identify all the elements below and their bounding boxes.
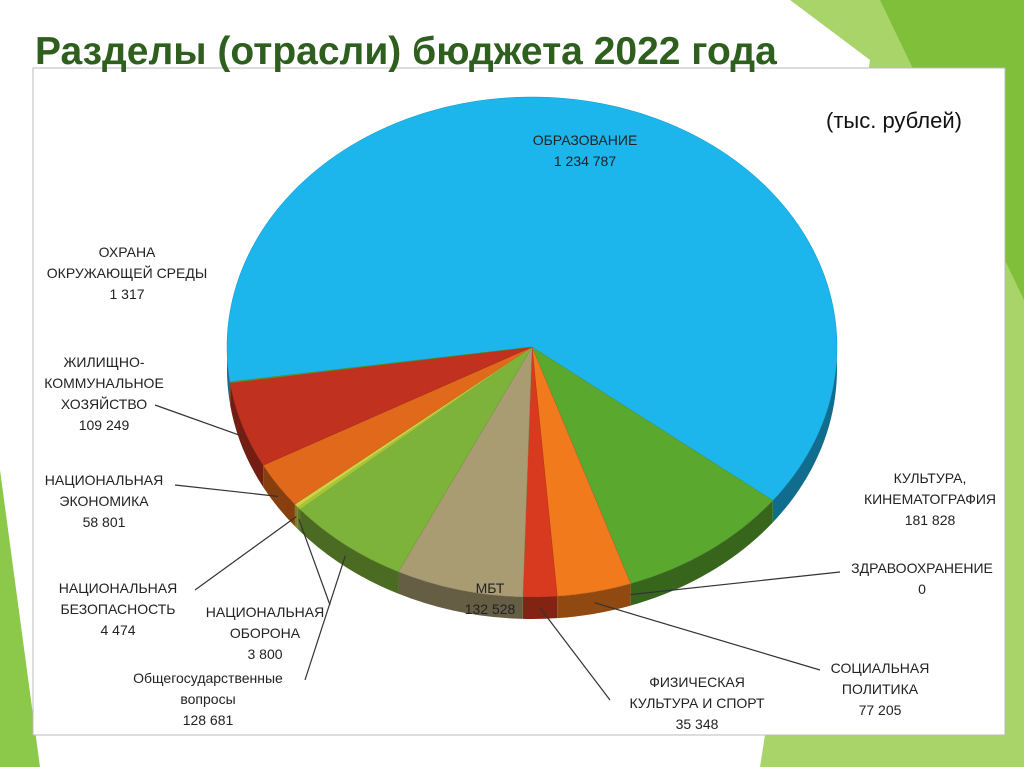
- category-label: ЗДРАВООХРАНЕНИЕ: [851, 560, 993, 576]
- category-label: СОЦИАЛЬНАЯ ПОЛИТИКА: [830, 660, 930, 697]
- slice-side: [263, 465, 295, 527]
- subtitle: (тыс. рублей): [826, 108, 962, 133]
- value-label: 4 474: [100, 622, 136, 638]
- leader-line: [174, 484, 279, 497]
- data-label: ОБРАЗОВАНИЕ 1 234 787: [533, 130, 638, 172]
- value-label: 132 528: [464, 601, 516, 617]
- slice: [531, 346, 774, 584]
- slice-side: [297, 507, 301, 532]
- category-label: НАЦИОНАЛЬНАЯ БЕЗОПАСНОСТЬ: [58, 580, 178, 617]
- category-label: КУЛЬТУРА, КИНЕМАТОГРАФИЯ: [863, 470, 997, 507]
- leader-line: [304, 555, 346, 681]
- data-label: КУЛЬТУРА, КИНЕМАТОГРАФИЯ 181 828: [864, 468, 996, 531]
- category-label: НАЦИОНАЛЬНАЯ ОБОРОНА: [205, 604, 325, 641]
- slice: [226, 96, 838, 501]
- data-label: ЗДРАВООХРАНЕНИЕ 0: [851, 558, 993, 600]
- category-label: ОХРАНА ОКРУЖАЮЩЕЙ СРЕДЫ: [46, 244, 208, 281]
- slice: [398, 346, 533, 598]
- data-label: ОХРАНА ОКРУЖАЮЩЕЙ СРЕДЫ 1 317: [47, 242, 207, 305]
- slice-side: [230, 382, 264, 488]
- value-label: 77 205: [858, 702, 902, 718]
- leader-line: [194, 516, 297, 591]
- leader-line: [630, 571, 841, 596]
- value-label: 181 828: [904, 512, 956, 528]
- category-label: Общегосударственные вопросы: [133, 670, 283, 707]
- value-label: 58 801: [82, 514, 126, 530]
- data-label: НАЦИОНАЛЬНАЯ ОБОРОНА 3 800: [206, 602, 324, 665]
- category-label: НАЦИОНАЛЬНАЯ ЭКОНОМИКА: [44, 472, 164, 509]
- value-label: 1 234 787: [553, 153, 617, 169]
- slice-side: [630, 500, 773, 606]
- value-label: 3 800: [247, 646, 283, 662]
- title: Разделы (отрасли) бюджета 2022 года: [35, 30, 777, 73]
- slice: [299, 346, 533, 573]
- data-label: НАЦИОНАЛЬНАЯ БЕЗОПАСНОСТЬ 4 474: [59, 578, 177, 641]
- value-label: 35 348: [675, 716, 719, 732]
- slice-side: [294, 504, 298, 530]
- slice: [229, 346, 533, 384]
- leader-line: [154, 404, 243, 437]
- data-label: МБТ 132 528: [465, 578, 516, 620]
- value-label: 128 681: [182, 712, 234, 728]
- value-label: 1 317: [109, 286, 145, 302]
- data-label: НАЦИОНАЛЬНАЯ ЭКОНОМИКА 58 801: [45, 470, 163, 533]
- category-label: ФИЗИЧЕСКАЯ КУЛЬТУРА И СПОРТ: [629, 674, 765, 711]
- leader-line: [298, 518, 331, 606]
- leader-line: [594, 602, 821, 671]
- data-label: ЖИЛИЩНО- КОММУНАЛЬНОЕ ХОЗЯЙСТВО 109 249: [44, 352, 164, 436]
- data-label: ФИЗИЧЕСКАЯ КУЛЬТУРА И СПОРТ 35 348: [629, 672, 764, 735]
- data-label: Общегосударственные вопросы 128 681: [133, 668, 283, 731]
- category-label: ОБРАЗОВАНИЕ: [532, 132, 638, 148]
- category-label: МБТ: [475, 580, 505, 596]
- value-label: 109 249: [78, 417, 130, 433]
- leader-line: [539, 607, 611, 701]
- value-label: 0: [918, 581, 926, 597]
- category-label: ЖИЛИЩНО- КОММУНАЛЬНОЕ ХОЗЯЙСТВО: [44, 354, 164, 412]
- slice-side: [557, 583, 631, 619]
- slice-side: [398, 571, 523, 619]
- data-label: СОЦИАЛЬНАЯ ПОЛИТИКА 77 205: [831, 658, 930, 721]
- decor: [0, 470, 40, 767]
- slice-side: [522, 596, 558, 619]
